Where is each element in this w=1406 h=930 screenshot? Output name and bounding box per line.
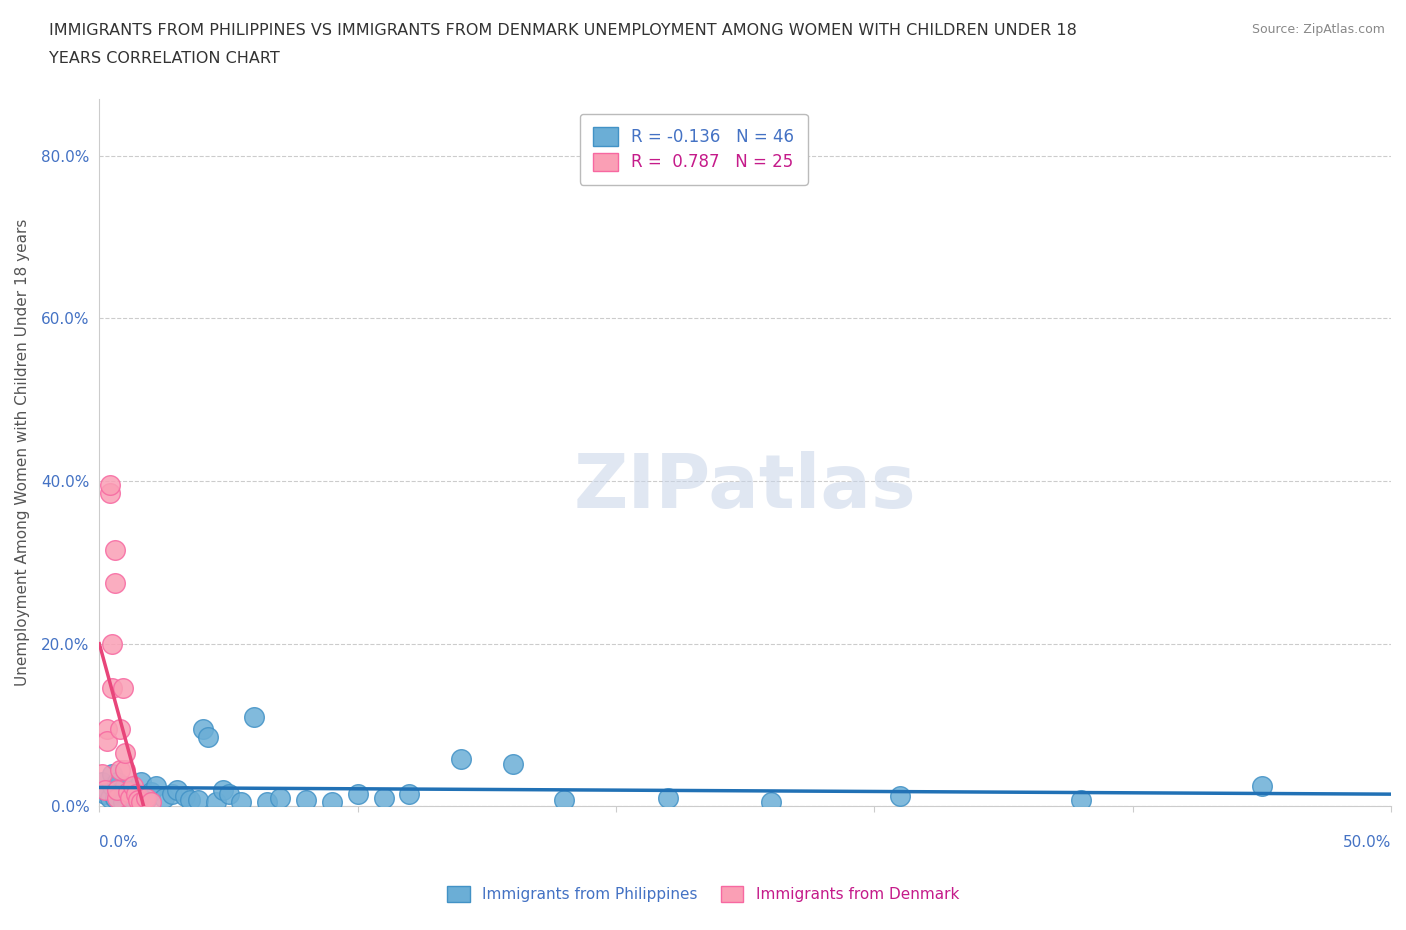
Point bbox=[108, 763, 131, 777]
Point bbox=[398, 787, 420, 802]
Text: Source: ZipAtlas.com: Source: ZipAtlas.com bbox=[1251, 23, 1385, 36]
Point bbox=[553, 792, 575, 807]
Point bbox=[759, 795, 782, 810]
Point bbox=[114, 763, 136, 777]
Text: ZIPatlas: ZIPatlas bbox=[574, 451, 917, 525]
Point bbox=[96, 722, 118, 737]
Point bbox=[160, 787, 183, 802]
Point bbox=[191, 722, 214, 737]
Point bbox=[139, 795, 162, 810]
Point bbox=[111, 681, 134, 696]
Point bbox=[135, 790, 157, 805]
Point bbox=[657, 790, 679, 805]
Point bbox=[218, 787, 240, 802]
Point bbox=[107, 790, 129, 805]
Point bbox=[269, 790, 291, 805]
Legend: R = -0.136   N = 46, R =  0.787   N = 25: R = -0.136 N = 46, R = 0.787 N = 25 bbox=[579, 114, 807, 185]
Point bbox=[166, 782, 188, 797]
Point bbox=[212, 782, 235, 797]
Point bbox=[108, 784, 131, 799]
Point bbox=[321, 795, 343, 810]
Point bbox=[90, 766, 112, 781]
Point bbox=[98, 485, 121, 500]
Point bbox=[98, 478, 121, 493]
Point bbox=[1250, 778, 1272, 793]
Point bbox=[120, 790, 142, 805]
Point bbox=[243, 710, 266, 724]
Point bbox=[93, 787, 115, 802]
Point bbox=[139, 784, 162, 799]
Point bbox=[129, 795, 152, 810]
Text: YEARS CORRELATION CHART: YEARS CORRELATION CHART bbox=[49, 51, 280, 66]
Text: 0.0%: 0.0% bbox=[100, 834, 138, 850]
Point bbox=[104, 542, 127, 557]
Legend: Immigrants from Philippines, Immigrants from Denmark: Immigrants from Philippines, Immigrants … bbox=[441, 880, 965, 909]
Point bbox=[889, 789, 911, 804]
Point bbox=[108, 722, 131, 737]
Point bbox=[502, 756, 524, 771]
Point bbox=[101, 681, 124, 696]
Point bbox=[129, 775, 152, 790]
Point bbox=[124, 787, 146, 802]
Point bbox=[96, 734, 118, 749]
Point bbox=[204, 795, 226, 810]
Point bbox=[117, 784, 139, 799]
Point bbox=[96, 782, 118, 797]
Point bbox=[153, 790, 176, 805]
Point bbox=[107, 775, 129, 790]
Point bbox=[122, 778, 145, 793]
Point bbox=[101, 778, 124, 793]
Point bbox=[111, 795, 134, 810]
Point bbox=[101, 636, 124, 651]
Point bbox=[114, 746, 136, 761]
Point bbox=[179, 792, 201, 807]
Point bbox=[127, 792, 149, 807]
Point bbox=[450, 751, 472, 766]
Point bbox=[122, 782, 145, 797]
Point bbox=[373, 790, 395, 805]
Point bbox=[90, 775, 112, 790]
Text: IMMIGRANTS FROM PHILIPPINES VS IMMIGRANTS FROM DENMARK UNEMPLOYMENT AMONG WOMEN : IMMIGRANTS FROM PHILIPPINES VS IMMIGRANT… bbox=[49, 23, 1077, 38]
Point bbox=[120, 789, 142, 804]
Point bbox=[107, 782, 129, 797]
Point bbox=[231, 795, 253, 810]
Point bbox=[186, 792, 208, 807]
Point bbox=[104, 790, 127, 805]
Point bbox=[173, 789, 195, 804]
Point bbox=[346, 787, 368, 802]
Point bbox=[98, 790, 121, 805]
Point bbox=[1070, 792, 1092, 807]
Point bbox=[145, 778, 167, 793]
Point bbox=[197, 730, 219, 745]
Point bbox=[127, 789, 149, 804]
Point bbox=[256, 795, 278, 810]
Text: 50.0%: 50.0% bbox=[1343, 834, 1391, 850]
Point bbox=[135, 792, 157, 807]
Point bbox=[93, 782, 115, 797]
Y-axis label: Unemployment Among Women with Children Under 18 years: Unemployment Among Women with Children U… bbox=[15, 219, 30, 686]
Point bbox=[114, 778, 136, 793]
Point bbox=[101, 766, 124, 781]
Point bbox=[104, 575, 127, 590]
Point bbox=[295, 792, 318, 807]
